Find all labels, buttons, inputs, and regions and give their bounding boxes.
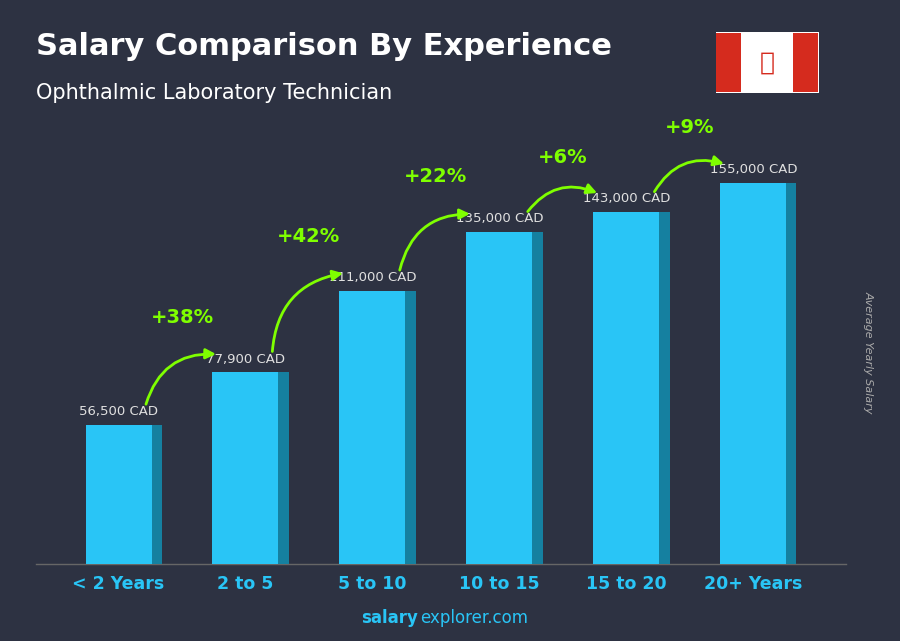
Text: +42%: +42% bbox=[277, 226, 340, 246]
Polygon shape bbox=[406, 291, 416, 564]
Text: Average Yearly Salary: Average Yearly Salary bbox=[863, 291, 874, 414]
Bar bbox=[716, 33, 742, 92]
Polygon shape bbox=[339, 291, 406, 564]
Text: +9%: +9% bbox=[665, 118, 715, 137]
Text: 155,000 CAD: 155,000 CAD bbox=[709, 163, 797, 176]
Polygon shape bbox=[720, 183, 787, 564]
Text: +6%: +6% bbox=[538, 148, 588, 167]
Polygon shape bbox=[533, 232, 543, 564]
Text: 56,500 CAD: 56,500 CAD bbox=[79, 405, 158, 419]
Polygon shape bbox=[86, 425, 151, 564]
Polygon shape bbox=[660, 212, 670, 564]
Bar bbox=[793, 33, 818, 92]
Polygon shape bbox=[212, 372, 278, 564]
Polygon shape bbox=[593, 212, 660, 564]
Text: Salary Comparison By Experience: Salary Comparison By Experience bbox=[36, 32, 612, 61]
Polygon shape bbox=[787, 183, 796, 564]
Text: 🍁: 🍁 bbox=[760, 51, 775, 74]
Text: 111,000 CAD: 111,000 CAD bbox=[328, 271, 416, 284]
Polygon shape bbox=[151, 425, 162, 564]
Text: +38%: +38% bbox=[150, 308, 213, 327]
Polygon shape bbox=[466, 232, 533, 564]
FancyBboxPatch shape bbox=[715, 31, 820, 94]
Text: Ophthalmic Laboratory Technician: Ophthalmic Laboratory Technician bbox=[36, 83, 392, 103]
Text: +22%: +22% bbox=[404, 167, 467, 187]
Text: 143,000 CAD: 143,000 CAD bbox=[582, 192, 670, 206]
Text: 77,900 CAD: 77,900 CAD bbox=[206, 353, 285, 365]
Polygon shape bbox=[278, 372, 289, 564]
Text: salary: salary bbox=[362, 609, 418, 627]
Text: explorer.com: explorer.com bbox=[420, 609, 528, 627]
Text: 135,000 CAD: 135,000 CAD bbox=[455, 212, 544, 225]
